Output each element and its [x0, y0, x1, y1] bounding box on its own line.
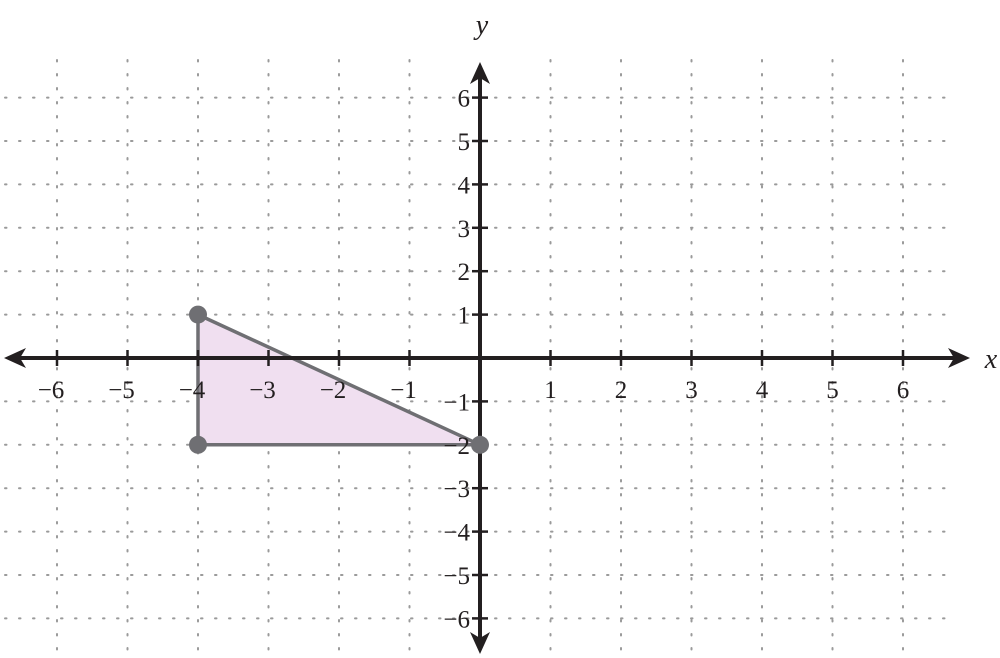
x-axis-arrow-left [4, 348, 26, 368]
y-tick-label: −6 [443, 606, 470, 633]
vertex-point [189, 305, 207, 324]
y-axis-label: y [473, 10, 489, 41]
y-tick-label: 4 [458, 172, 471, 199]
x-tick-label: 2 [615, 377, 628, 404]
tick-labels: −6 −5 −4 −3 −2 −1 1 2 3 4 5 6 6 5 4 3 2 1 −1 −2 −3 −4 −5 −6 x y [38, 10, 998, 633]
vertex-point [471, 435, 489, 454]
y-axis-arrow-top [470, 62, 490, 84]
x-axis-arrow-right [948, 348, 970, 368]
x-tick-label: 6 [897, 377, 910, 404]
triangle-shape [196, 312, 482, 447]
y-tick-label: 2 [458, 259, 471, 286]
x-tick-label: −4 [179, 377, 206, 404]
y-tick-label: −3 [443, 476, 470, 503]
y-tick-label: 1 [458, 303, 471, 330]
vertex-point [189, 435, 207, 454]
x-tick-label: 1 [544, 377, 557, 404]
vertex-points [189, 305, 489, 454]
y-tick-label: −5 [443, 563, 470, 590]
x-tick-label: −1 [390, 377, 417, 404]
x-axis-label: x [984, 344, 998, 375]
x-tick-label: 3 [685, 377, 698, 404]
y-tick-label: −4 [443, 520, 470, 547]
y-tick-label: −1 [443, 389, 470, 416]
y-tick-label: −2 [443, 433, 470, 460]
x-tick-label: −6 [38, 377, 65, 404]
x-tick-label: 4 [756, 377, 769, 404]
x-tick-label: 5 [826, 377, 839, 404]
y-tick-label: 3 [458, 216, 471, 243]
shape-layer [196, 312, 482, 447]
y-tick-label: 6 [458, 86, 471, 113]
y-tick-label: 5 [458, 129, 471, 156]
x-tick-label: −2 [320, 377, 347, 404]
axes [4, 62, 970, 654]
y-axis-arrow-bottom [470, 632, 490, 654]
x-tick-label: −3 [249, 377, 276, 404]
x-tick-label: −5 [108, 377, 135, 404]
